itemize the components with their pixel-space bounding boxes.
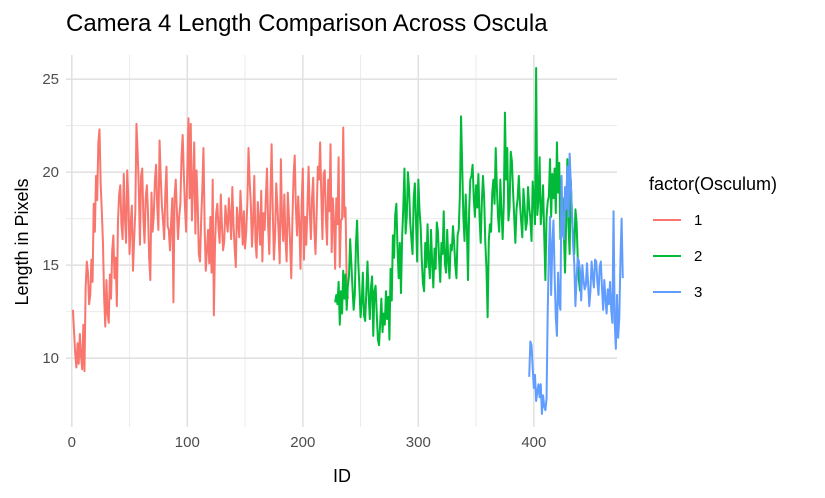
y-tick-label: 20 [42, 164, 59, 181]
legend-label-1: 1 [694, 212, 702, 229]
legend: factor(Osculum) 1 2 3 [649, 174, 777, 301]
series-line-2 [334, 67, 582, 347]
y-tick-label: 10 [42, 350, 59, 367]
series-line-1 [71, 117, 349, 373]
x-tick-label: 100 [175, 434, 200, 451]
x-tick-label: 400 [521, 434, 546, 451]
tick-labels: 0 100 200 300 400 10 15 20 25 [42, 71, 546, 451]
x-axis-title: ID [333, 466, 351, 486]
x-tick-label: 0 [68, 434, 76, 451]
legend-title: factor(Osculum) [649, 174, 777, 194]
legend-label-2: 2 [694, 248, 702, 265]
y-tick-label: 15 [42, 257, 59, 274]
x-tick-label: 300 [406, 434, 431, 451]
legend-label-3: 3 [694, 284, 702, 301]
x-tick-label: 200 [290, 434, 315, 451]
y-axis-title: Length in Pixels [12, 178, 32, 305]
series-lines [71, 67, 624, 415]
y-tick-label: 25 [42, 71, 59, 88]
legend-items: 1 2 3 [653, 212, 702, 301]
chart-title: Camera 4 Length Comparison Across Oscula [66, 10, 548, 37]
series-line-3 [528, 152, 624, 415]
